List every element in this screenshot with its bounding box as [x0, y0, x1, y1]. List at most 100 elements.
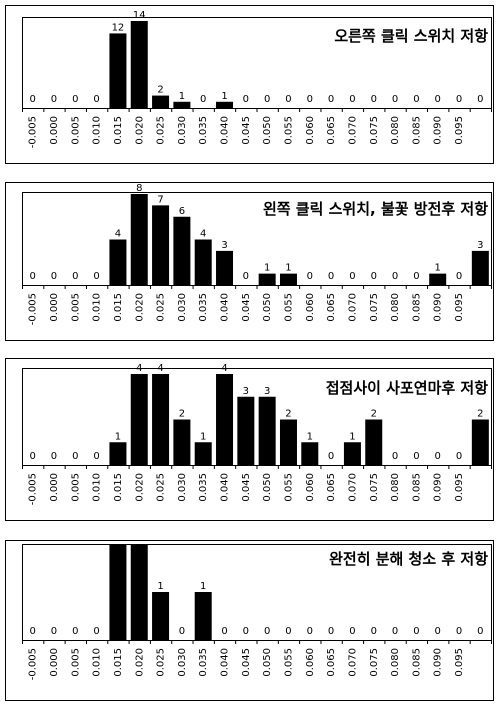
- data-label: 0: [477, 94, 483, 105]
- x-tick-label: 0.010: [92, 116, 103, 145]
- data-label: 0: [435, 94, 441, 105]
- chart-title: 왼쪽 클릭 스위치, 불꽃 방전후 저항: [263, 200, 488, 218]
- bar: [216, 374, 234, 465]
- x-tick-label: 0.065: [326, 293, 337, 322]
- x-tick-label: 0.090: [433, 116, 444, 145]
- x-tick-label: 0.045: [241, 473, 252, 502]
- x-tick-label: 0.030: [177, 116, 188, 145]
- x-tick-label: 0.020: [134, 473, 145, 502]
- x-tick-label: 0.090: [433, 473, 444, 502]
- x-tick-label: 0.040: [220, 116, 231, 145]
- x-tick-label: 0.040: [220, 293, 231, 322]
- x-tick-label: 0.020: [134, 648, 145, 677]
- data-label: 0: [51, 451, 57, 462]
- x-tick-label: 0.010: [92, 648, 103, 677]
- x-tick-label: 0.085: [411, 293, 422, 322]
- x-tick-label: 0.060: [305, 293, 316, 322]
- data-label: 0: [328, 94, 334, 105]
- chart-4: 완전히 분해 청소 후 저항 0 -0.005 0 0.000 0 0.005 0 0.010 0…: [5, 540, 494, 701]
- x-tick-label: 0.035: [198, 293, 209, 322]
- data-label: 1: [349, 431, 355, 442]
- x-tick-label: 0.090: [433, 648, 444, 677]
- data-label: 0: [307, 271, 313, 282]
- x-tick-label: -0.005: [28, 473, 39, 505]
- data-label: 2: [371, 409, 377, 420]
- data-label: 0: [328, 626, 334, 637]
- data-label: 0: [435, 626, 441, 637]
- x-tick-label: 0.050: [262, 648, 273, 677]
- data-label: 2: [136, 540, 142, 544]
- bar: [194, 592, 212, 640]
- data-label: 0: [285, 626, 291, 637]
- data-label: 0: [413, 94, 419, 105]
- x-tick-label: 0.065: [326, 116, 337, 145]
- bar: [258, 273, 276, 285]
- data-label: 0: [243, 271, 249, 282]
- data-label: 4: [221, 363, 227, 374]
- data-label: 0: [413, 626, 419, 637]
- x-tick-label: 0.015: [113, 293, 124, 322]
- chart-1: 오른쪽 클릭 스위치 저항0-0.00500.00000.00500.01012…: [5, 5, 494, 164]
- data-label: 0: [264, 626, 270, 637]
- x-tick-label: -0.005: [28, 648, 39, 680]
- data-label: 0: [371, 94, 377, 105]
- x-tick-label: -0.005: [28, 116, 39, 148]
- data-label: 3: [264, 386, 270, 397]
- x-tick-label: 0.005: [70, 293, 81, 322]
- data-label: 14: [133, 10, 146, 21]
- data-label: 1: [157, 581, 163, 592]
- x-tick-label: 0.095: [454, 473, 465, 502]
- chart-frame: [5, 182, 494, 341]
- x-tick-label: 0.035: [198, 116, 209, 145]
- data-label: 4: [157, 363, 163, 374]
- data-label: 0: [264, 94, 270, 105]
- data-label: 0: [93, 94, 99, 105]
- x-tick-label: 0.020: [134, 293, 145, 322]
- data-label: 0: [371, 271, 377, 282]
- chart-3-content: 접점사이 사포연마후 저항 0 -0.005 0 0.000 0 0.005 0 0.010 1 0…: [5, 358, 494, 521]
- data-label: 0: [221, 626, 227, 637]
- x-tick-label: 0.055: [283, 116, 294, 145]
- data-label: 0: [371, 626, 377, 637]
- bar: [152, 205, 170, 285]
- data-label: 0: [29, 451, 35, 462]
- data-label: 2: [157, 85, 163, 96]
- data-label: 0: [29, 626, 35, 637]
- bar: [471, 250, 489, 285]
- x-tick-label: 0.030: [177, 473, 188, 502]
- data-label: 1: [435, 263, 441, 274]
- bar: [301, 442, 319, 465]
- data-label: 1: [200, 581, 206, 592]
- data-label: 6: [179, 206, 185, 217]
- x-tick-label: 0.070: [347, 473, 358, 502]
- bar: [130, 21, 148, 108]
- x-tick-label: 0.070: [347, 116, 358, 145]
- x-tick-label: 0.005: [70, 116, 81, 145]
- x-tick-label: 0.010: [92, 473, 103, 502]
- chart-1-content: 오른쪽 클릭 스위치 저항0-0.00500.00000.00500.01012…: [5, 5, 494, 164]
- data-label: 8: [136, 183, 142, 194]
- x-tick-label: 0.000: [49, 473, 60, 502]
- x-tick-label: 0.045: [241, 293, 252, 322]
- bar: [109, 544, 127, 640]
- bar: [152, 592, 170, 640]
- data-label: 0: [413, 271, 419, 282]
- x-tick-label: 0.070: [347, 293, 358, 322]
- x-tick-label: 0.060: [305, 116, 316, 145]
- x-tick-label: 0.055: [283, 648, 294, 677]
- data-label: 4: [200, 229, 206, 240]
- bar: [173, 419, 191, 465]
- x-tick-label: 0.025: [156, 648, 167, 677]
- data-label: 0: [29, 271, 35, 282]
- x-tick-label: 0.015: [113, 473, 124, 502]
- data-label: 0: [29, 94, 35, 105]
- bar: [237, 396, 255, 465]
- x-tick-label: 0.075: [369, 116, 380, 145]
- data-label: 1: [200, 431, 206, 442]
- data-label: 0: [435, 451, 441, 462]
- data-label: 0: [285, 94, 291, 105]
- bar: [109, 33, 127, 108]
- data-label: 1: [264, 263, 270, 274]
- data-label: 0: [51, 94, 57, 105]
- x-tick-label: 0.095: [454, 293, 465, 322]
